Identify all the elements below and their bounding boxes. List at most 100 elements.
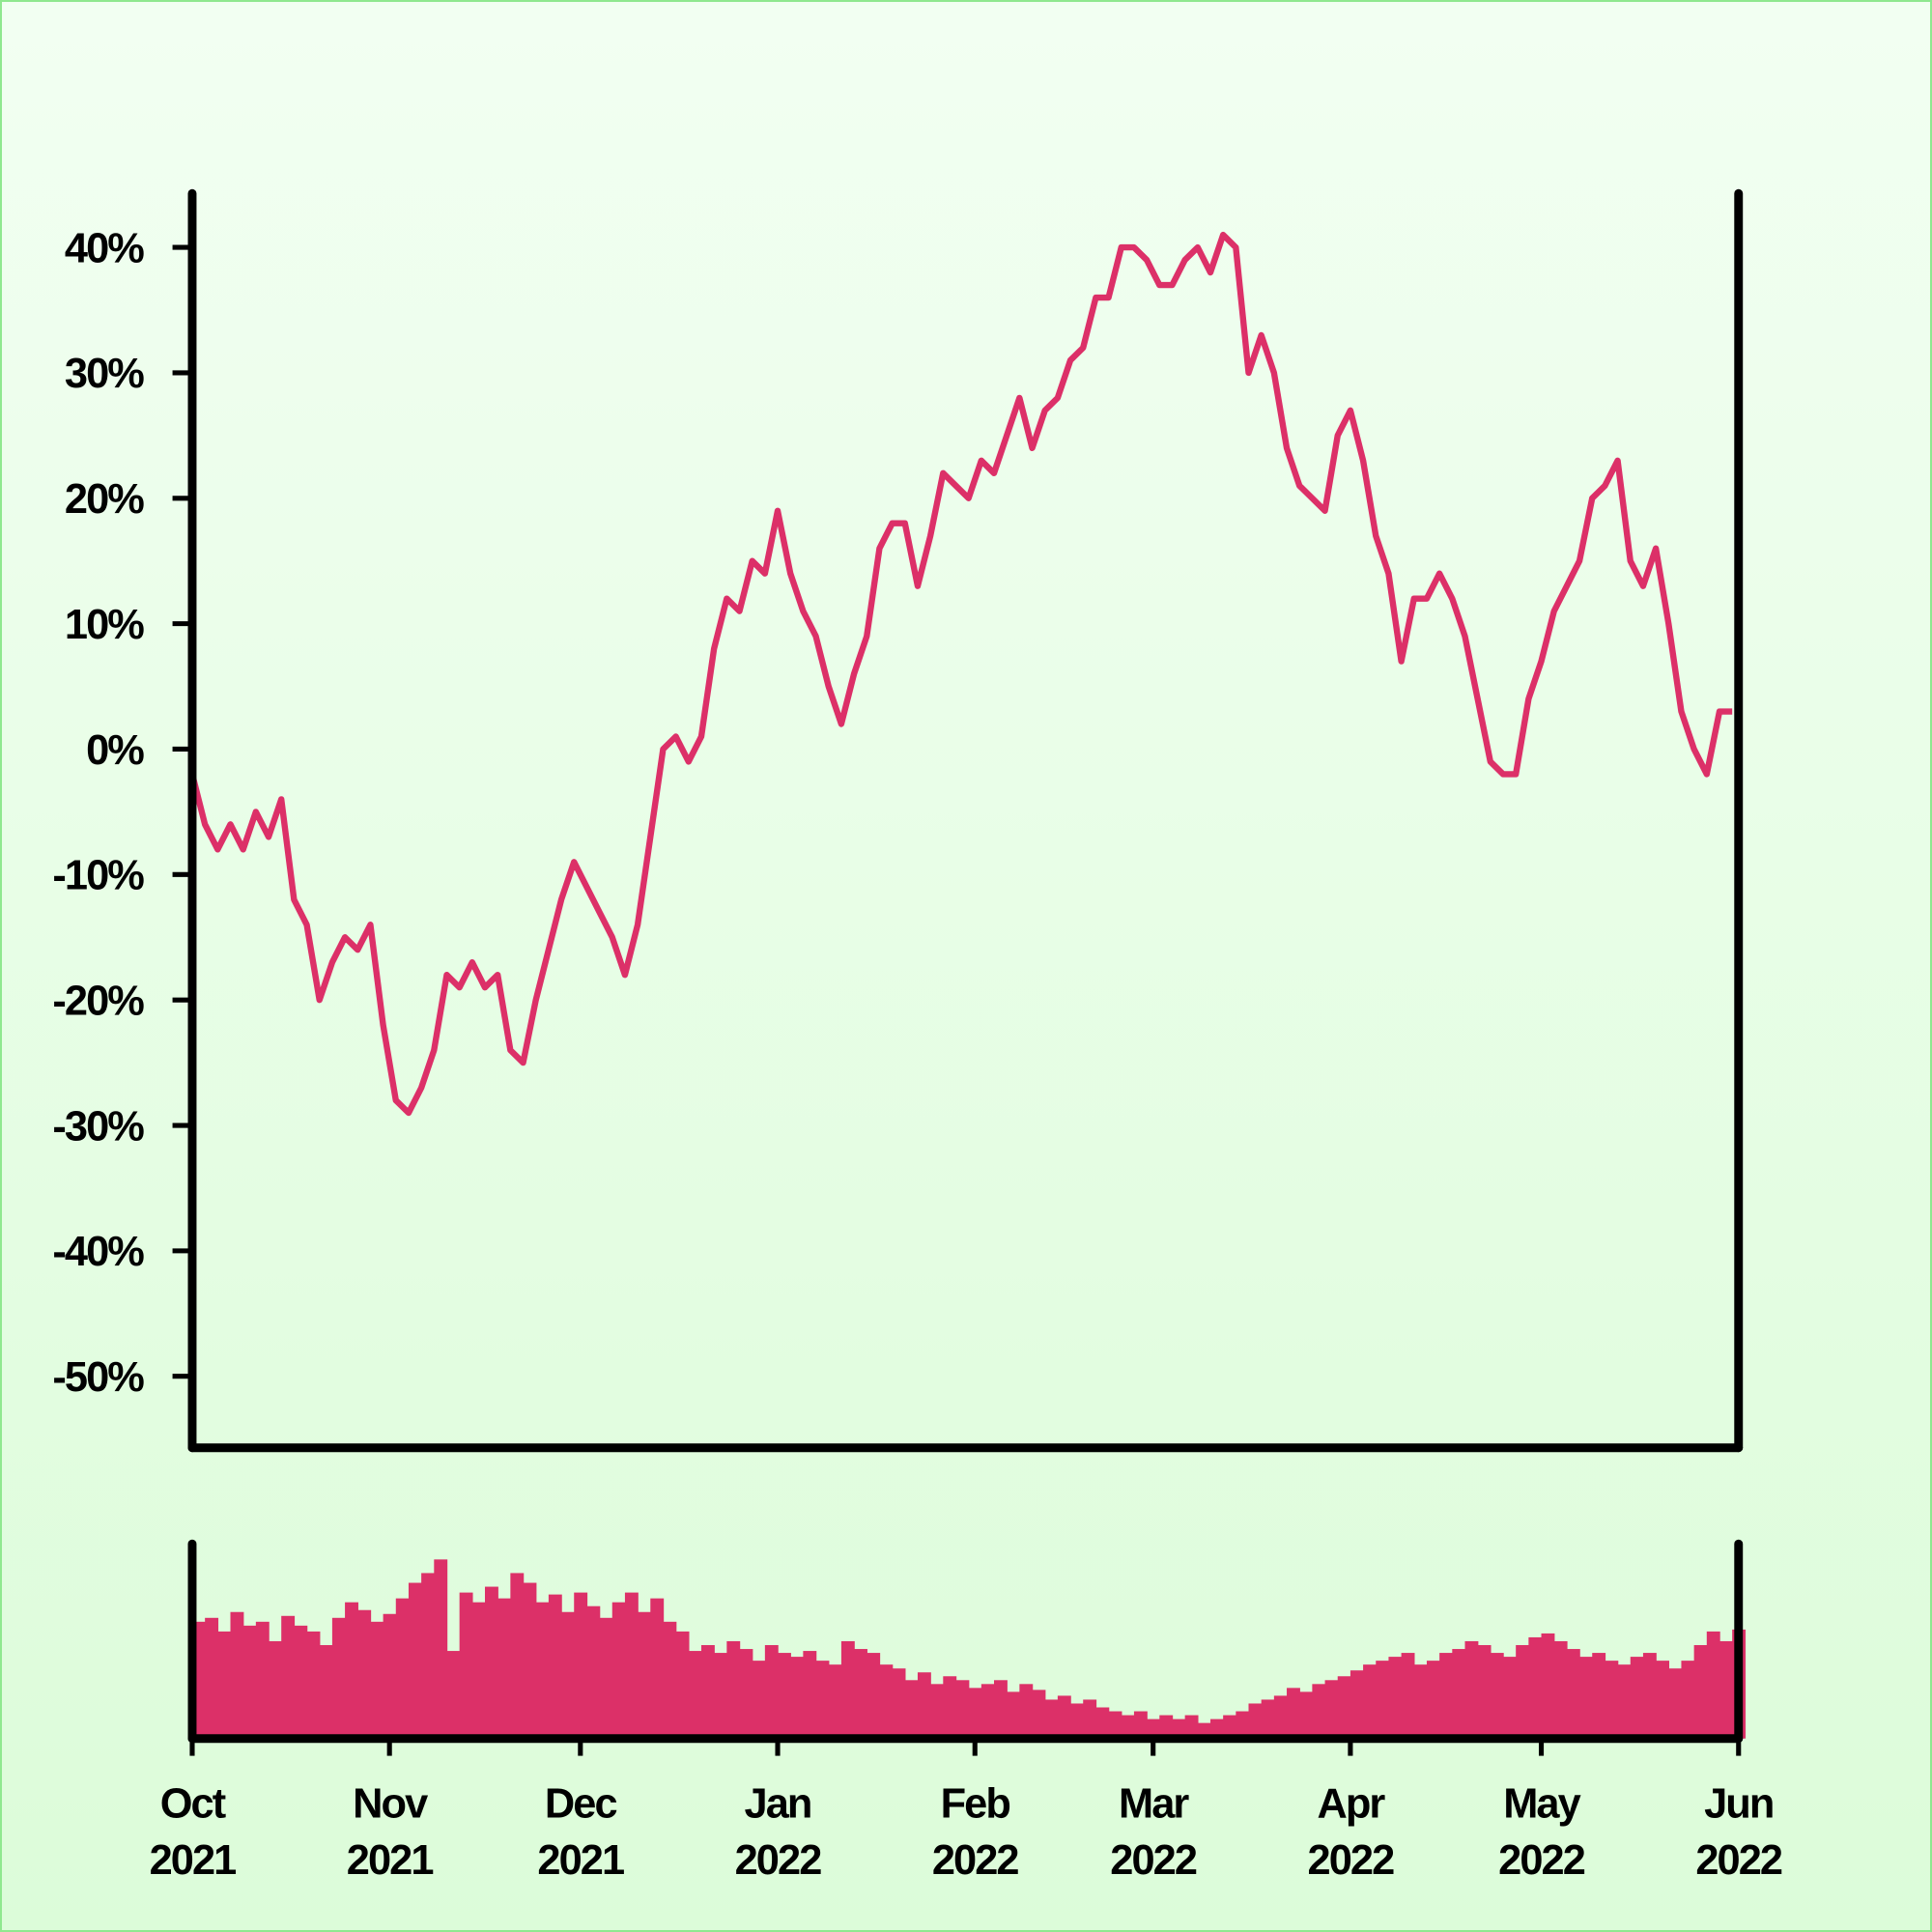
volume-bar xyxy=(1706,1631,1720,1739)
volume-bar xyxy=(1007,1691,1021,1739)
volume-bar xyxy=(624,1592,639,1739)
volume-bar xyxy=(485,1586,498,1739)
volume-bar xyxy=(1426,1661,1440,1739)
volume-bar xyxy=(739,1649,753,1739)
volume-bar xyxy=(994,1680,1008,1739)
volume-bar xyxy=(1376,1661,1390,1739)
volume-bar xyxy=(1108,1711,1122,1739)
volume-bar xyxy=(611,1602,626,1739)
volume-bar xyxy=(1553,1640,1568,1739)
volume-bar xyxy=(867,1653,881,1739)
volume-bar xyxy=(1236,1711,1250,1739)
volume-bar xyxy=(879,1664,894,1739)
volume-bar xyxy=(1439,1653,1454,1739)
volume-bar xyxy=(1261,1699,1275,1739)
volume-bar xyxy=(331,1617,346,1739)
volume-bar xyxy=(1121,1715,1135,1739)
volume-bar xyxy=(421,1573,436,1739)
volume-bar xyxy=(306,1631,321,1739)
volume-bar xyxy=(1312,1684,1326,1739)
y-tick-label: -10% xyxy=(52,853,144,899)
volume-bar xyxy=(357,1609,372,1739)
volume-bar xyxy=(1324,1680,1339,1739)
volume-bar xyxy=(1668,1668,1683,1739)
volume-bar xyxy=(510,1573,525,1739)
volume-bar xyxy=(892,1668,906,1739)
volume-bar xyxy=(688,1651,702,1739)
volume-bar xyxy=(269,1640,282,1739)
volume-bar xyxy=(281,1615,296,1739)
volume-bar xyxy=(650,1598,665,1739)
volume-bar xyxy=(778,1653,791,1739)
x-tick-label: Jun 2022 xyxy=(1695,1780,1782,1884)
y-tick-label: 20% xyxy=(65,476,144,523)
volume-bar xyxy=(726,1640,741,1739)
volume-bar xyxy=(1477,1645,1492,1739)
volume-bar xyxy=(1248,1703,1263,1739)
volume-bar xyxy=(1057,1695,1071,1739)
volume-bar xyxy=(943,1676,957,1739)
volume-bar xyxy=(1388,1657,1403,1739)
volume-bar xyxy=(1579,1657,1593,1739)
volume-bar xyxy=(1019,1684,1034,1739)
volume-bar xyxy=(1681,1661,1695,1739)
volume-bar xyxy=(1133,1711,1148,1739)
line-series xyxy=(188,231,1733,1117)
volume-bar xyxy=(523,1582,537,1739)
volume-bar xyxy=(1350,1670,1364,1739)
volume-bar xyxy=(217,1631,232,1739)
volume-bar xyxy=(599,1617,613,1739)
volume-bar xyxy=(395,1598,410,1739)
y-tick-label: -50% xyxy=(52,1354,144,1401)
y-tick-label: 10% xyxy=(65,602,144,648)
volume-bar xyxy=(586,1605,601,1739)
volume-bar xyxy=(1656,1661,1669,1739)
y-tick-label: -40% xyxy=(52,1229,144,1275)
volume-bar xyxy=(1209,1719,1224,1739)
volume-bar xyxy=(471,1602,486,1739)
volume-bar xyxy=(638,1611,651,1739)
volume-bar xyxy=(230,1611,244,1739)
volume-bar xyxy=(714,1653,728,1739)
volume-bar xyxy=(1693,1645,1708,1739)
volume-bar xyxy=(345,1602,358,1739)
volume-bar xyxy=(459,1592,473,1739)
x-tick-label: Dec 2021 xyxy=(537,1780,624,1884)
volume-bar xyxy=(790,1657,805,1739)
volume-bar xyxy=(446,1651,461,1739)
volume-bar xyxy=(574,1592,588,1739)
y-tick-label: -20% xyxy=(52,978,144,1024)
volume-bar xyxy=(1503,1657,1517,1739)
volume-bar xyxy=(370,1621,384,1739)
x-tick-label: Apr 2022 xyxy=(1308,1780,1395,1884)
volume-bar xyxy=(1452,1649,1466,1739)
volume-bar xyxy=(1566,1649,1580,1739)
volume-bar xyxy=(548,1594,562,1739)
volume-bar xyxy=(1516,1645,1530,1739)
volume-bar xyxy=(752,1661,766,1739)
volume-bar xyxy=(1070,1703,1084,1739)
volume-bar xyxy=(1273,1695,1288,1739)
volume-bar xyxy=(663,1621,677,1739)
volume-bar xyxy=(1630,1657,1644,1739)
volume-bar xyxy=(1528,1636,1543,1739)
volume-bar xyxy=(434,1559,448,1739)
volume-bar xyxy=(1541,1633,1555,1739)
y-tick-label: 30% xyxy=(65,351,144,397)
volume-bar xyxy=(1401,1653,1415,1739)
volume-bar xyxy=(764,1645,779,1739)
volume-bar xyxy=(815,1661,830,1739)
volume-bar xyxy=(980,1684,995,1739)
volume-bar xyxy=(1223,1715,1237,1739)
x-tick-label: Jan 2022 xyxy=(735,1780,822,1884)
volume-bar xyxy=(242,1625,257,1739)
volume-bar xyxy=(205,1617,219,1739)
volume-bar xyxy=(408,1582,422,1739)
volume-bar xyxy=(497,1598,512,1739)
volume-bar xyxy=(1642,1653,1657,1739)
volume-bar xyxy=(930,1684,945,1739)
volume-bar xyxy=(904,1680,919,1739)
volume-bar xyxy=(828,1664,842,1739)
